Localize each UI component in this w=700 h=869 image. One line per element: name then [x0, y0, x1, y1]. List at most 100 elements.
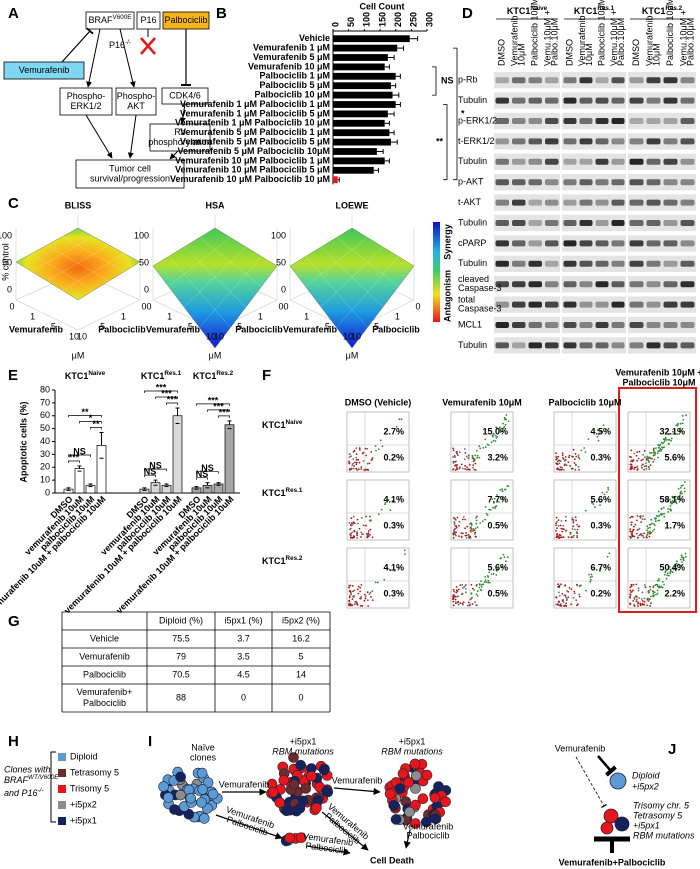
- event: [560, 605, 563, 607]
- event: [574, 469, 577, 471]
- sig-label: ***: [69, 452, 80, 462]
- sig-label: NS: [149, 461, 162, 471]
- event: [371, 590, 374, 593]
- group-header-base: KTC1: [507, 6, 531, 16]
- event: [664, 573, 666, 576]
- event: [558, 584, 561, 587]
- z-tick-label: 50: [139, 257, 149, 267]
- blot-band: [495, 199, 509, 206]
- event: [470, 592, 473, 594]
- event: [555, 522, 557, 525]
- blot-band: [545, 220, 559, 226]
- dose-tick-label: 1: [395, 311, 400, 321]
- event: [645, 462, 647, 464]
- blot-band: [629, 301, 644, 308]
- event: [566, 590, 568, 592]
- row-label-sup: Res.2: [286, 555, 303, 562]
- event: [503, 425, 506, 428]
- lane-label: Palbociclib 10μM: [596, 0, 606, 66]
- event: [349, 584, 352, 587]
- bar: [139, 488, 150, 494]
- z-tick-label: 0: [281, 284, 286, 294]
- event: [355, 467, 358, 470]
- event: [645, 467, 648, 470]
- blot-background: [562, 214, 626, 232]
- sig-label: NS: [73, 446, 86, 456]
- bracket: [432, 66, 437, 96]
- event: [637, 605, 639, 607]
- bracket: [443, 104, 448, 181]
- event: [681, 492, 683, 495]
- event: [558, 604, 560, 606]
- event: [369, 515, 371, 518]
- blot-band: [495, 138, 509, 145]
- bracket-label: **: [436, 136, 444, 146]
- blot-band: [595, 281, 609, 288]
- event: [455, 586, 458, 588]
- blot-band: [595, 97, 609, 104]
- blot-band: [563, 199, 577, 206]
- event: [505, 414, 508, 416]
- event: [646, 455, 649, 458]
- table-cell: 16.2: [292, 633, 310, 643]
- blot-band: [611, 158, 625, 165]
- event: [464, 588, 467, 590]
- event: [456, 451, 458, 453]
- event: [645, 465, 648, 467]
- blot-band: [579, 97, 593, 104]
- scale-label: Synergy: [442, 224, 452, 260]
- row-label: t-AKT: [458, 197, 482, 207]
- p16-lost-base: P16: [109, 40, 125, 50]
- blot-background: [494, 112, 560, 130]
- event: [655, 447, 657, 449]
- blot-band: [528, 138, 542, 145]
- cell: [397, 768, 409, 780]
- event: [359, 590, 361, 593]
- event: [640, 464, 643, 467]
- x-tick-label: 150: [377, 12, 387, 27]
- event: [657, 456, 659, 459]
- event: [452, 449, 455, 452]
- event: [645, 536, 648, 538]
- event: [577, 456, 580, 459]
- event: [493, 497, 496, 500]
- blot-background: [494, 194, 560, 211]
- bar: [63, 488, 74, 494]
- rb-node: phosphorylation: [148, 137, 212, 147]
- column-header: Vemurafenib 10μM +: [615, 367, 700, 377]
- event: [681, 414, 684, 417]
- arrow: [127, 114, 137, 159]
- cell: [421, 769, 433, 781]
- blot-band: [579, 77, 593, 84]
- cell: [175, 771, 186, 783]
- sig-bracket: [196, 403, 230, 406]
- event: [667, 439, 670, 441]
- sig-bracket: [144, 474, 156, 478]
- blot-background: [562, 153, 626, 170]
- event: [501, 488, 503, 491]
- blot-band: [495, 301, 509, 308]
- event: [452, 596, 455, 599]
- event: [629, 466, 632, 469]
- event: [670, 439, 672, 442]
- sig-bracket: [68, 415, 102, 418]
- event: [352, 458, 355, 461]
- dose-tick-label: 10: [343, 331, 353, 341]
- event: [663, 515, 666, 518]
- event: [580, 449, 582, 452]
- event: [670, 509, 673, 511]
- sig-label: ***: [161, 388, 172, 398]
- blot-background: [562, 255, 626, 272]
- legend-title: Clones with: [4, 764, 51, 774]
- legend-label: Diploid: [70, 751, 98, 761]
- event: [359, 449, 361, 451]
- event: [367, 605, 369, 607]
- drug-label: Vemurafenib: [555, 743, 606, 753]
- event: [468, 454, 470, 457]
- event: [654, 524, 656, 526]
- arrow: [215, 814, 283, 840]
- event: [647, 527, 649, 530]
- event: [575, 599, 578, 602]
- event: [633, 598, 636, 600]
- event: [682, 419, 685, 421]
